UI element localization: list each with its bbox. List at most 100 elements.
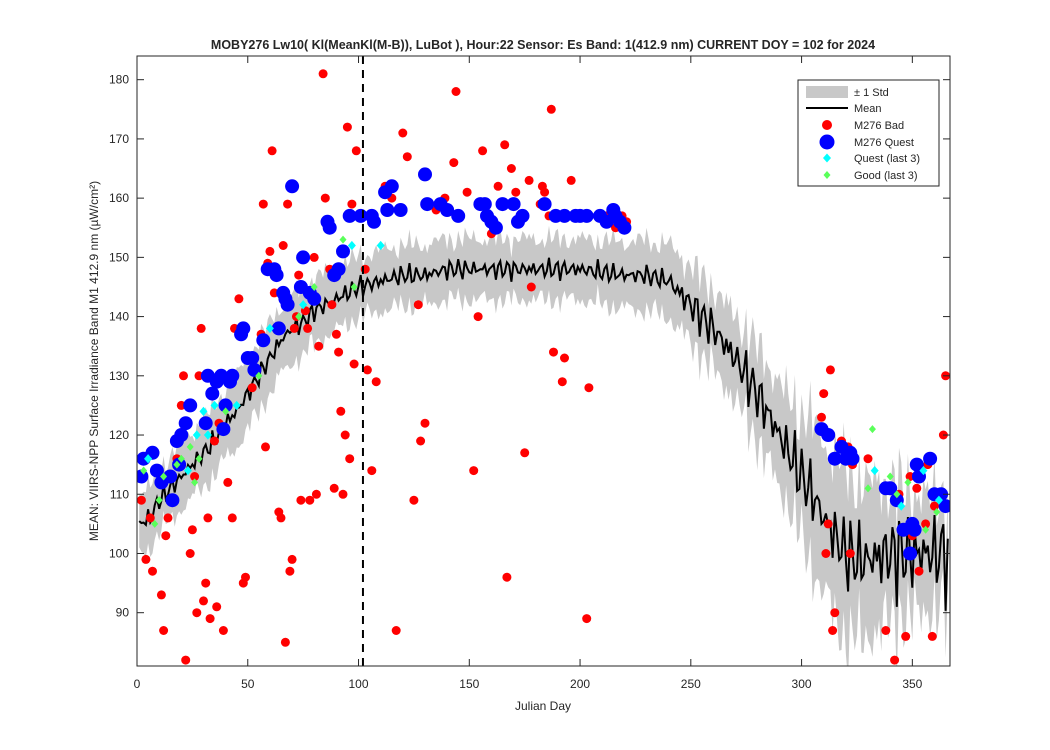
bad-point	[881, 626, 891, 635]
mean-line-layer	[138, 257, 949, 611]
bad-point	[927, 631, 937, 641]
quest-point	[938, 499, 950, 514]
bad-point	[863, 454, 873, 464]
chart-title: MOBY276 Lw10( Kl(MeanKl(M-B)), LuBot ), …	[211, 38, 875, 52]
quest-point	[440, 203, 455, 217]
quest-point	[285, 179, 300, 194]
bad-point	[340, 430, 350, 440]
y-tick-label: 100	[109, 546, 129, 560]
bad-point	[179, 371, 188, 381]
legend-label-quest-last3: Quest (last 3)	[854, 153, 920, 165]
bad-point	[413, 300, 423, 310]
quest-last3-point	[870, 465, 879, 476]
bad-point	[526, 282, 536, 292]
quest-point	[907, 522, 922, 537]
x-tick-label: 300	[792, 677, 812, 691]
bad-point	[500, 140, 510, 150]
bad-point	[199, 596, 208, 606]
bad-point	[283, 199, 293, 209]
bad-point	[845, 549, 855, 558]
bad-point	[267, 146, 277, 156]
bad-point	[912, 483, 922, 493]
quest-point	[827, 451, 842, 466]
y-tick-label: 170	[109, 132, 129, 146]
quest-point	[923, 451, 938, 466]
bad-point	[287, 554, 297, 564]
quest-point	[225, 368, 240, 383]
quest-last3-point	[376, 240, 385, 251]
quest-point	[451, 208, 466, 223]
quest-point	[420, 197, 435, 212]
quest-point	[256, 333, 271, 348]
bad-point	[473, 312, 483, 322]
y-tick-label: 180	[109, 73, 129, 87]
legend-std-swatch	[806, 86, 848, 98]
bad-point	[258, 199, 268, 209]
good-last3-point	[195, 454, 203, 463]
good-last3-point	[350, 282, 358, 291]
quest-point	[336, 244, 350, 259]
bad-point	[914, 566, 924, 576]
bad-point	[351, 146, 361, 156]
good-last3-point	[904, 478, 912, 487]
bad-point	[823, 519, 833, 529]
quest-point	[617, 220, 632, 235]
y-axis: 90 100 110 120 130 140 150 160 170 180	[109, 73, 950, 620]
good-last3-point	[222, 407, 230, 416]
quest-last3-point	[897, 501, 906, 511]
plot-frame	[136, 55, 951, 667]
legend-box	[797, 79, 940, 187]
bad-point	[819, 389, 829, 399]
bad-point	[336, 406, 346, 416]
bad-point	[349, 359, 359, 369]
bad-point	[391, 626, 401, 635]
bad-point	[296, 495, 306, 505]
bad-point	[402, 152, 412, 162]
bad-point	[190, 472, 200, 481]
quest-point	[271, 321, 286, 336]
quest-point	[537, 197, 552, 212]
quest-point	[477, 197, 492, 212]
quest-point	[488, 220, 503, 235]
quest-point	[367, 214, 381, 229]
bad-point	[320, 193, 330, 203]
bad-point	[420, 418, 430, 428]
bad-point	[161, 531, 171, 541]
bad-point	[205, 614, 215, 624]
legend-label-std: ± 1 Std	[854, 87, 889, 99]
bad-point	[311, 489, 321, 499]
quest-point	[174, 428, 189, 442]
bad-point	[493, 181, 503, 191]
quest-last3-point	[183, 465, 192, 476]
legend-label-mean: Mean	[854, 103, 882, 115]
std-band	[139, 225, 948, 666]
quest-point	[236, 321, 251, 336]
quest-last3-point	[299, 300, 308, 310]
good-last3-point	[255, 371, 263, 380]
bad-point	[289, 323, 299, 333]
quest-point	[296, 250, 311, 265]
bad-point	[227, 513, 237, 523]
bad-point	[181, 655, 191, 665]
good-last3-point	[893, 490, 901, 499]
quest-last3-point	[232, 400, 241, 411]
x-tick-label: 250	[681, 677, 701, 691]
bad-point	[362, 365, 372, 375]
quest-point	[149, 463, 164, 478]
bad-point	[203, 513, 213, 523]
bad-point	[449, 158, 459, 168]
bad-point	[817, 412, 826, 422]
quest-point	[245, 351, 260, 365]
quest-point	[903, 546, 918, 561]
quest-point	[380, 203, 395, 217]
bad-point	[294, 270, 304, 280]
good-last3-point	[173, 460, 181, 469]
quest-point	[218, 398, 233, 413]
quest-point	[322, 220, 337, 235]
y-tick-label: 140	[109, 310, 129, 324]
bad-point	[314, 341, 324, 351]
bad-point	[342, 122, 352, 132]
quest-point	[506, 197, 521, 212]
bad-point	[584, 383, 594, 393]
bad-point	[187, 525, 197, 535]
